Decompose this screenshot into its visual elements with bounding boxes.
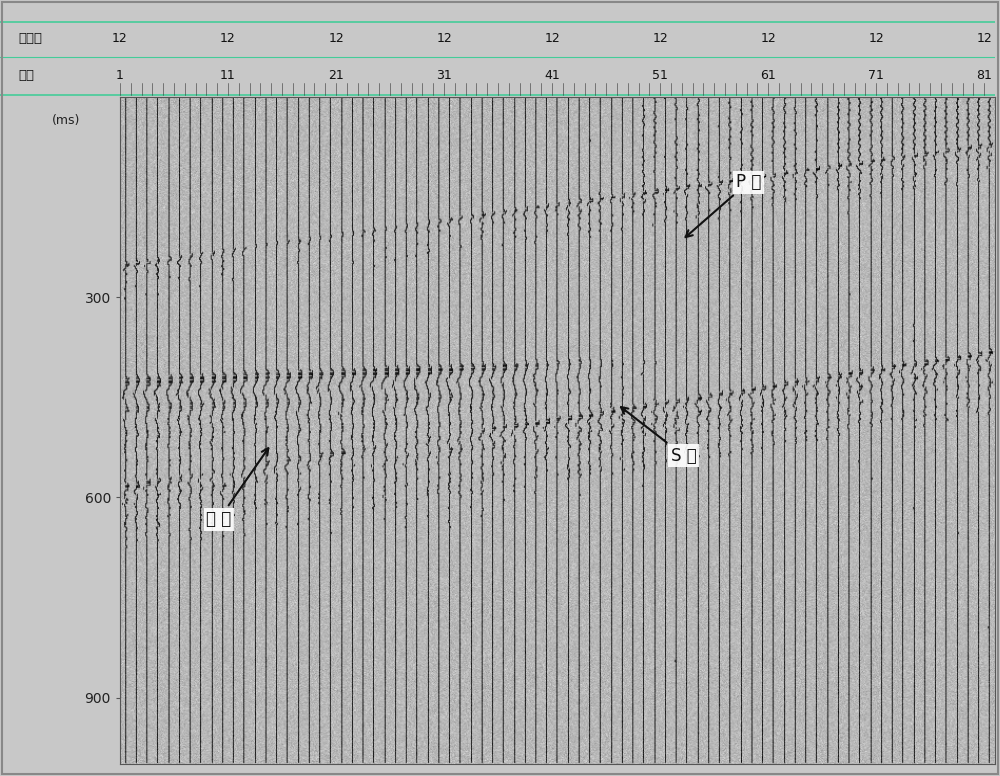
Text: 12: 12 [976,33,992,45]
Text: 31: 31 [436,69,452,81]
Text: 12: 12 [436,33,452,45]
Text: 槽 波: 槽 波 [206,449,268,528]
Text: 51: 51 [652,69,668,81]
Text: 文件号: 文件号 [18,33,42,45]
Text: 道号: 道号 [18,69,34,81]
Text: 71: 71 [868,69,884,81]
Text: P 波: P 波 [686,173,761,237]
Text: 61: 61 [760,69,776,81]
Text: 11: 11 [220,69,236,81]
Text: S 波: S 波 [621,407,697,465]
Text: 12: 12 [112,33,128,45]
Text: 12: 12 [760,33,776,45]
Text: 12: 12 [652,33,668,45]
Text: 12: 12 [544,33,560,45]
Text: 12: 12 [328,33,344,45]
Text: 12: 12 [868,33,884,45]
Text: 12: 12 [220,33,236,45]
Text: 21: 21 [328,69,344,81]
Text: 81: 81 [976,69,992,81]
Text: (ms): (ms) [52,113,80,126]
Text: 41: 41 [544,69,560,81]
Text: 1: 1 [116,69,124,81]
